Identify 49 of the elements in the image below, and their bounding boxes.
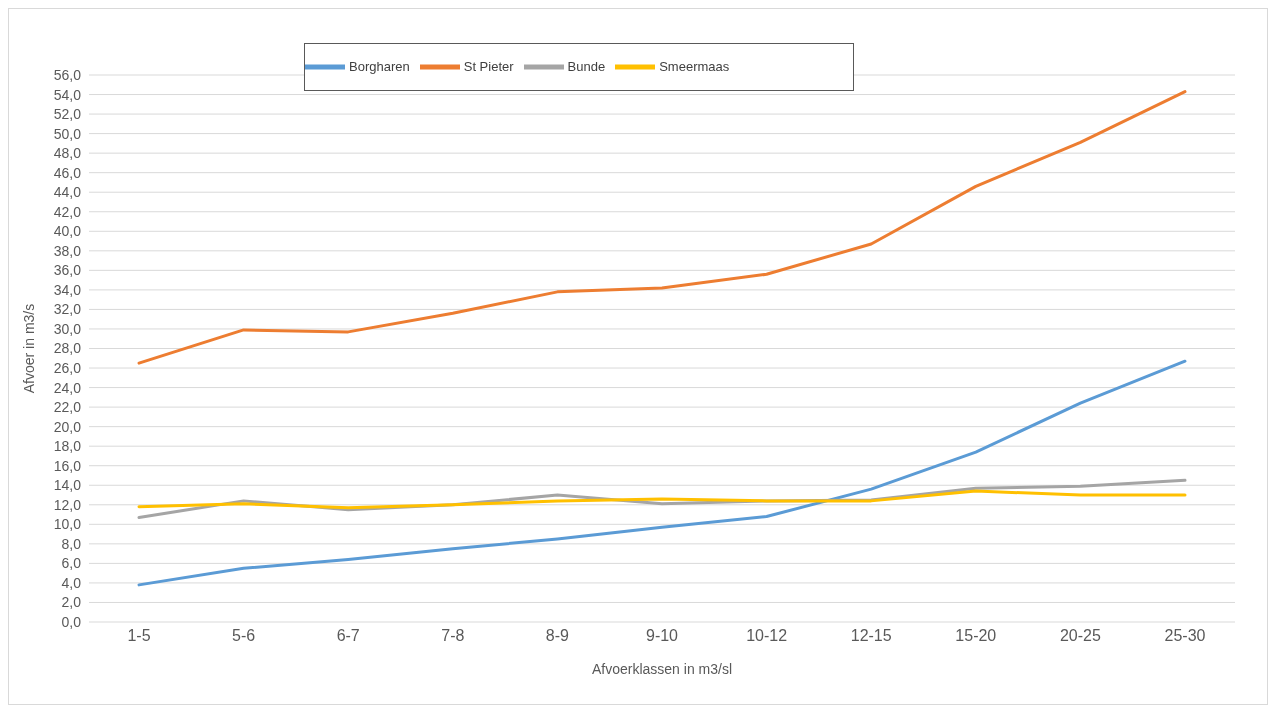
y-tick-label: 52,0	[53, 106, 82, 123]
x-tick-label: 6-7	[336, 627, 360, 645]
x-tick-label: 12-15	[850, 627, 892, 645]
legend-label: Bunde	[567, 59, 606, 75]
y-tick-label: 32,0	[53, 301, 82, 318]
y-tick-label: 20,0	[53, 418, 82, 435]
y-tick-label: 14,0	[53, 477, 82, 494]
y-tick-label: 34,0	[53, 281, 82, 298]
x-tick-label: 10-12	[746, 627, 788, 645]
y-tick-label: 56,0	[53, 66, 82, 83]
y-tick-label: 28,0	[53, 340, 82, 357]
line-series	[137, 90, 1187, 365]
x-tick-label: 9-10	[645, 627, 679, 645]
y-tick-label: 38,0	[53, 242, 82, 259]
y-tick-label: 46,0	[53, 164, 82, 181]
y-axis-title: Afvoer in m3/s	[20, 303, 37, 394]
y-tick-label: 0,0	[61, 613, 82, 630]
line-series	[137, 359, 1187, 587]
y-tick-label: 22,0	[53, 399, 82, 416]
y-tick-label: 18,0	[53, 438, 82, 455]
y-tick-label: 30,0	[53, 320, 82, 337]
x-tick-label: 7-8	[441, 627, 465, 645]
legend-label: Borgharen	[349, 59, 410, 75]
y-tick-label: 48,0	[53, 145, 82, 162]
legend-label: Smeermaas	[659, 59, 730, 75]
x-axis-title: Afvoerklassen in m3/sl	[591, 661, 733, 677]
y-tick-label: 54,0	[53, 86, 82, 103]
y-tick-label: 2,0	[61, 594, 82, 611]
y-tick-label: 42,0	[53, 203, 82, 220]
y-tick-label: 6,0	[61, 555, 82, 572]
y-tick-label: 10,0	[53, 516, 82, 533]
y-tick-label: 40,0	[53, 223, 82, 240]
y-tick-label: 12,0	[53, 496, 82, 513]
x-tick-label: 15-20	[955, 627, 997, 645]
y-tick-label: 8,0	[61, 535, 82, 552]
line-series	[137, 489, 1187, 510]
y-tick-label: 44,0	[53, 184, 82, 201]
x-tick-label: 1-5	[127, 627, 151, 645]
y-tick-label: 26,0	[53, 360, 82, 377]
y-tick-label: 50,0	[53, 125, 82, 142]
x-tick-label: 20-25	[1059, 627, 1101, 645]
y-tick-label: 24,0	[53, 379, 82, 396]
x-tick-label: 5-6	[232, 627, 256, 645]
x-tick-label: 8-9	[545, 627, 570, 645]
x-tick-label: 25-30	[1164, 627, 1206, 645]
legend-label: St Pieter	[463, 59, 514, 75]
y-tick-label: 36,0	[53, 262, 82, 279]
y-tick-label: 16,0	[53, 457, 82, 474]
y-tick-label: 4,0	[61, 574, 82, 591]
